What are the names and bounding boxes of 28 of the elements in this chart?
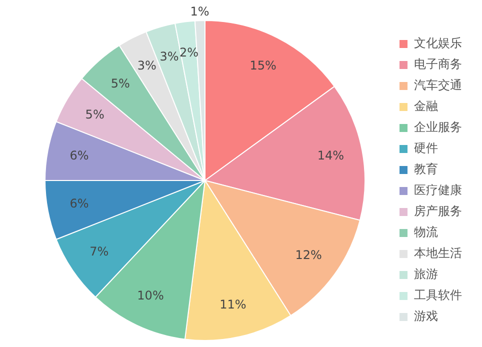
legend-label: 游戏	[414, 309, 438, 324]
data-label: 5%	[110, 76, 130, 91]
legend-label: 旅游	[414, 267, 438, 282]
data-label: 1%	[190, 4, 210, 19]
data-label: 3%	[160, 50, 179, 64]
legend-label: 电子商务	[414, 57, 462, 72]
data-label: 3%	[137, 58, 156, 73]
legend-label: 医疗健康	[414, 183, 462, 198]
legend-label: 教育	[414, 162, 438, 176]
data-label: 5%	[85, 107, 104, 122]
legend-label: 硬件	[414, 141, 438, 156]
data-label: 12%	[295, 248, 322, 262]
legend-label: 本地生活	[414, 246, 462, 260]
data-label: 6%	[70, 196, 89, 211]
data-label: 14%	[317, 148, 344, 163]
data-label: 10%	[137, 288, 164, 302]
legend-label: 工具软件	[414, 288, 462, 302]
legend-label: 物流	[414, 225, 438, 240]
legend-label: 房产服务	[414, 204, 462, 218]
legend-label: 文化娱乐	[414, 36, 462, 50]
legend-label: 企业服务	[414, 120, 462, 134]
data-label: 15%	[250, 58, 276, 73]
data-label: 2%	[179, 46, 198, 60]
legend-label: 金融	[414, 99, 438, 114]
data-label: 7%	[90, 244, 109, 259]
legend-label: 汽车交通	[414, 78, 462, 92]
data-label: 11%	[220, 298, 246, 312]
data-label: 6%	[70, 148, 89, 163]
